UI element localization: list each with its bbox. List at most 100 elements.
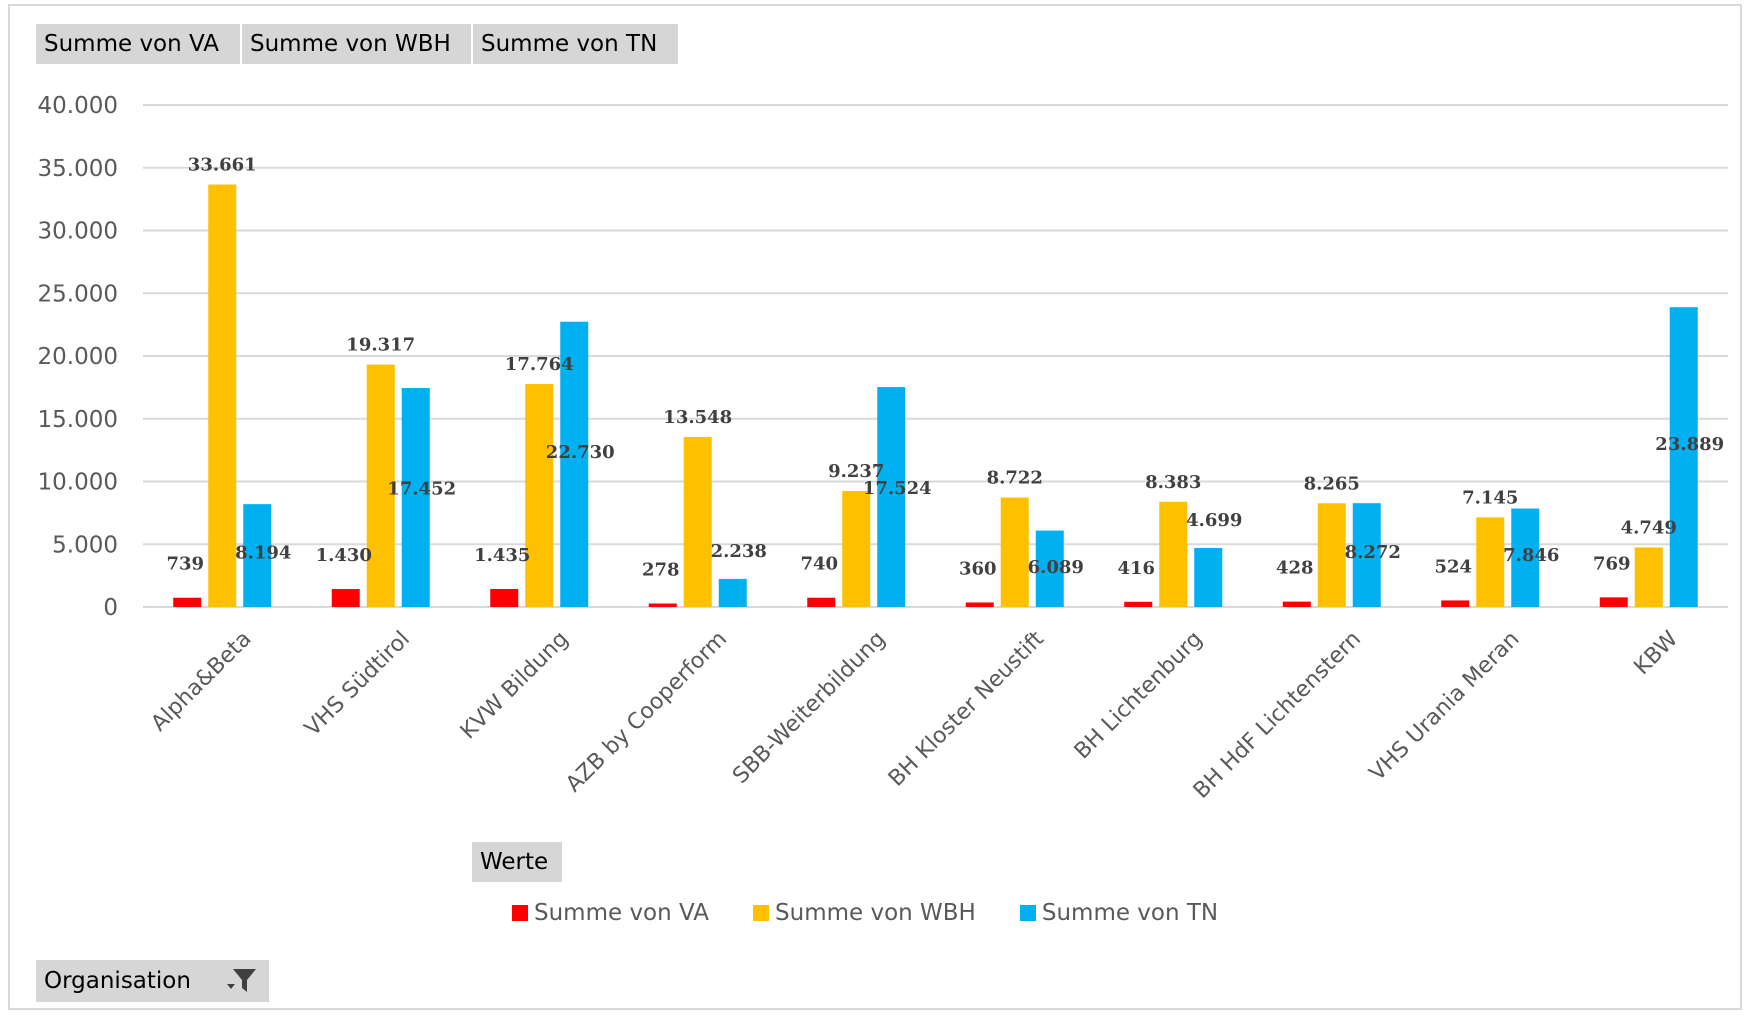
bar-summe-von-va-sbb-weiterbildung[interactable] [807, 597, 836, 607]
data-label-summe-von-tn-vhs-s-dtirol: 17.452 [387, 479, 456, 500]
data-label-summe-von-va-bh-kloster-neustift: 360 [959, 558, 997, 579]
bar-summe-von-wbh-alpha-beta[interactable] [208, 184, 237, 607]
bar-summe-von-va-alpha-beta[interactable] [173, 597, 202, 607]
category-label-sbb-weiterbildung: SBB-Weiterbildung [728, 627, 890, 789]
data-label-summe-von-wbh-vhs-urania-meran: 7.145 [1462, 487, 1518, 508]
y-tick-label: 0 [103, 595, 118, 621]
category-label-kbw: KBW [1630, 626, 1684, 680]
bar-summe-von-wbh-kbw[interactable] [1634, 547, 1663, 607]
bar-summe-von-tn-vhs-urania-meran[interactable] [1511, 508, 1540, 607]
data-label-summe-von-wbh-alpha-beta: 33.661 [188, 155, 257, 176]
bar-summe-von-tn-vhs-s-dtirol[interactable] [401, 387, 430, 607]
bar-summe-von-wbh-bh-lichtenburg[interactable] [1159, 501, 1188, 607]
data-label-summe-von-tn-vhs-urania-meran: 7.846 [1503, 545, 1559, 566]
bar-summe-von-tn-kbw[interactable] [1669, 307, 1698, 607]
data-labels: 739 33.661 8.194 1.430 19.317 17.452 1.435 17.7… [166, 155, 1724, 581]
data-label-summe-von-va-alpha-beta: 739 [166, 554, 204, 575]
bar-summe-von-va-vhs-s-dtirol[interactable] [331, 589, 360, 607]
chart-area [8, 4, 1742, 1010]
data-label-summe-von-va-azb-by-cooperform: 278 [642, 560, 680, 581]
y-tick-label: 35.000 [38, 156, 118, 182]
y-tick-label: 15.000 [38, 407, 118, 433]
legend-item-summe-von-tn[interactable]: Summe von TN [1019, 900, 1219, 926]
data-label-summe-von-va-bh-hdf-lichtenstern: 428 [1276, 558, 1314, 579]
legend-label: Summe von VA [534, 900, 710, 926]
y-tick-label: 20.000 [38, 344, 118, 370]
bar-summe-von-va-azb-by-cooperform[interactable] [648, 603, 677, 607]
data-label-summe-von-va-vhs-urania-meran: 524 [1434, 556, 1472, 577]
field-button-organisation[interactable]: Organisation [36, 960, 271, 1002]
bar-summe-von-tn-bh-hdf-lichtenstern[interactable] [1352, 503, 1381, 607]
category-label-bh-lichtenburg: BH Lichtenburg [1070, 627, 1208, 765]
category-label-vhs-urania-meran: VHS Urania Meran [1365, 627, 1525, 787]
data-label-summe-von-tn-kvw-bildung: 22.730 [546, 442, 615, 463]
bar-summe-von-tn-azb-by-cooperform[interactable] [718, 578, 747, 607]
data-label-summe-von-tn-bh-lichtenburg: 4.699 [1186, 510, 1242, 531]
bar-summe-von-va-kbw[interactable] [1599, 597, 1628, 607]
category-label-bh-kloster-neustift: BH Kloster Neustift [884, 626, 1049, 791]
y-tick-label: 10.000 [38, 470, 118, 496]
y-tick-label: 40.000 [38, 93, 118, 119]
data-label-summe-von-tn-bh-kloster-neustift: 6.089 [1028, 557, 1084, 578]
legend: Summe von VA Summe von WBH Summe von TN [512, 896, 1262, 930]
data-label-summe-von-tn-bh-hdf-lichtenstern: 8.272 [1345, 542, 1401, 563]
data-label-summe-von-tn-alpha-beta: 8.194 [235, 542, 291, 563]
legend-swatch [1019, 905, 1036, 921]
bar-summe-von-tn-bh-lichtenburg[interactable] [1194, 548, 1223, 607]
data-label-summe-von-wbh-sbb-weiterbildung: 9.237 [828, 461, 884, 482]
legend-swatch [753, 905, 770, 921]
category-label-azb-by-cooperform: AZB by Cooperform [561, 627, 732, 798]
bar-summe-von-tn-kvw-bildung[interactable] [560, 321, 589, 607]
y-tick-label: 25.000 [38, 281, 118, 307]
data-label-summe-von-va-sbb-weiterbildung: 740 [800, 554, 838, 575]
filter-funnel-icon[interactable] [227, 968, 257, 994]
legend-item-summe-von-va[interactable]: Summe von VA [512, 900, 709, 926]
bar-summe-von-va-bh-kloster-neustift[interactable] [965, 602, 994, 607]
bar-summe-von-wbh-kvw-bildung[interactable] [525, 384, 554, 607]
bar-summe-von-tn-bh-kloster-neustift[interactable] [1035, 530, 1064, 607]
data-label-summe-von-va-vhs-s-dtirol: 1.430 [316, 545, 372, 566]
data-label-summe-von-wbh-bh-lichtenburg: 8.383 [1145, 472, 1201, 493]
data-label-summe-von-va-kvw-bildung: 1.435 [474, 545, 530, 566]
bar-summe-von-wbh-bh-kloster-neustift[interactable] [1000, 497, 1029, 607]
bar-summe-von-wbh-vhs-s-dtirol[interactable] [366, 364, 395, 607]
data-label-summe-von-tn-azb-by-cooperform: 2.238 [711, 541, 767, 562]
data-label-summe-von-wbh-kvw-bildung: 17.764 [505, 354, 574, 375]
bar-summe-von-wbh-azb-by-cooperform[interactable] [683, 436, 712, 607]
data-label-summe-von-wbh-bh-hdf-lichtenstern: 8.265 [1304, 473, 1360, 494]
bar-summe-von-va-bh-lichtenburg[interactable] [1124, 601, 1153, 607]
y-axis-tick-labels: 0 5.000 10.000 15.000 20.000 25.000 30.000 35.0… [38, 93, 118, 621]
y-tick-label: 5.000 [52, 532, 118, 558]
data-label-summe-von-wbh-kbw: 4.749 [1621, 517, 1677, 538]
category-label-kvw-bildung: KVW Bildung [456, 627, 574, 745]
data-label-summe-von-tn-kbw: 23.889 [1655, 434, 1724, 455]
data-label-summe-von-va-bh-lichtenburg: 416 [1117, 558, 1155, 579]
organisation-label: Organisation [44, 968, 191, 994]
data-label-summe-von-va-kbw: 769 [1593, 553, 1631, 574]
bar-summe-von-va-vhs-urania-meran[interactable] [1441, 600, 1470, 607]
field-button-summe-va[interactable]: Summe von VA [36, 24, 242, 64]
bar-summe-von-va-kvw-bildung[interactable] [490, 588, 519, 607]
bar-summe-von-wbh-bh-hdf-lichtenstern[interactable] [1317, 503, 1346, 607]
category-label-bh-hdf-lichtenstern: BH HdF Lichtenstern [1189, 627, 1366, 804]
data-label-summe-von-wbh-bh-kloster-neustift: 8.722 [987, 468, 1043, 489]
y-tick-label: 30.000 [38, 219, 118, 245]
bar-summe-von-wbh-sbb-weiterbildung[interactable] [842, 491, 871, 607]
bar-summe-von-wbh-vhs-urania-meran[interactable] [1476, 517, 1505, 607]
legend-swatch [512, 905, 528, 921]
field-button-summe-wbh[interactable]: Summe von WBH [242, 24, 473, 64]
field-button-werte[interactable]: Werte [472, 842, 564, 882]
field-button-summe-tn[interactable]: Summe von TN [473, 24, 680, 64]
data-label-summe-von-tn-sbb-weiterbildung: 17.524 [863, 478, 932, 499]
bar-summe-von-va-bh-hdf-lichtenstern[interactable] [1282, 601, 1311, 607]
bar-summe-von-tn-alpha-beta[interactable] [243, 504, 272, 607]
legend-label: Summe von TN [1041, 900, 1219, 926]
data-label-summe-von-wbh-vhs-s-dtirol: 19.317 [346, 335, 415, 356]
category-label-vhs-s-dtirol: VHS Südtirol [300, 627, 415, 742]
bars [173, 184, 1698, 607]
bar-summe-von-tn-sbb-weiterbildung[interactable] [877, 387, 906, 607]
category-label-alpha-beta: Alpha&Beta [147, 627, 257, 737]
legend-item-summe-von-wbh[interactable]: Summe von WBH [753, 900, 976, 926]
